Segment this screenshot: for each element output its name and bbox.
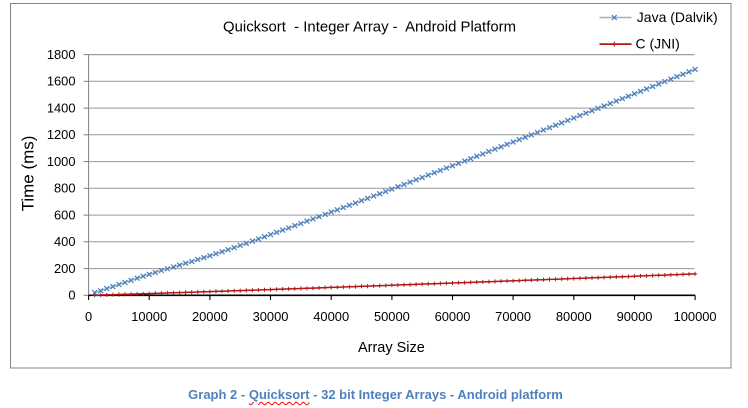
svg-text:Array Size: Array Size [358,340,425,356]
svg-text:C (JNI): C (JNI) [636,35,680,51]
svg-text:20000: 20000 [192,309,228,324]
svg-text:1600: 1600 [47,74,76,89]
svg-text:1200: 1200 [47,127,76,142]
svg-text:1000: 1000 [47,154,76,169]
svg-text:600: 600 [54,207,76,222]
svg-text:1800: 1800 [47,47,76,62]
svg-text:90000: 90000 [617,309,653,324]
svg-text:10000: 10000 [131,309,167,324]
svg-text:50000: 50000 [374,309,410,324]
svg-text:Quicksort - Integer Array -: Quicksort - Integer Array - Android Plat… [223,19,516,35]
svg-text:40000: 40000 [313,309,349,324]
svg-text:800: 800 [54,181,76,196]
svg-text:100000: 100000 [674,309,717,324]
svg-text:400: 400 [54,234,76,249]
svg-text:0: 0 [68,288,75,303]
svg-text:Time (ms): Time (ms) [19,136,38,212]
svg-text:0: 0 [85,309,92,324]
svg-text:Java (Dalvik): Java (Dalvik) [637,9,718,25]
svg-text:80000: 80000 [556,309,592,324]
svg-text:70000: 70000 [495,309,531,324]
svg-text:30000: 30000 [253,309,289,324]
svg-text:1400: 1400 [47,100,76,115]
svg-text:200: 200 [54,261,76,276]
svg-text:60000: 60000 [435,309,471,324]
